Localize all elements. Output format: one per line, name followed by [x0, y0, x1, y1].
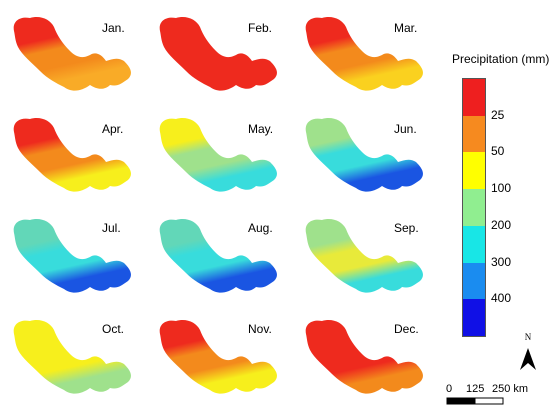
map-panel-4: [13, 118, 131, 192]
month-label: May.: [248, 122, 274, 136]
legend-tick-label: 200: [491, 217, 512, 232]
month-label: Aug.: [248, 221, 273, 235]
scale-label-0: 0: [446, 383, 453, 395]
north-arrow-icon: [520, 348, 536, 370]
north-label: N: [525, 332, 532, 342]
legend-swatch: [463, 115, 485, 153]
month-label: Feb.: [248, 21, 273, 35]
month-label: Mar.: [394, 21, 418, 35]
legend-swatch: [463, 299, 485, 337]
map-panel-8: [159, 219, 277, 293]
legend-tick-label: 50: [491, 144, 505, 159]
month-label: Oct.: [102, 322, 125, 336]
map-panel-12: [305, 320, 423, 394]
month-label: Jun.: [394, 122, 417, 136]
legend-color-bar: [462, 78, 486, 337]
map-panel-5: [159, 118, 277, 192]
scale-label-250: 250 km: [492, 383, 529, 395]
scale-bar: [446, 397, 504, 405]
legend-swatch: [463, 262, 485, 300]
month-label: Apr.: [102, 122, 124, 136]
map-panel-7: [13, 219, 131, 293]
legend-tick-label: 400: [491, 291, 512, 306]
map-panel-3: [305, 17, 423, 91]
month-label: Jul.: [102, 221, 121, 235]
map-panel-2: [159, 17, 277, 91]
map-panel-1: [13, 17, 131, 91]
month-label: Dec.: [394, 322, 419, 336]
map-panel-11: [159, 320, 277, 394]
legend-title: Precipitation (mm): [452, 52, 550, 66]
map-panel-6: [305, 118, 423, 192]
legend-swatch: [463, 189, 485, 227]
legend-swatch: [463, 225, 485, 264]
legend-tick-label: 100: [491, 181, 512, 196]
month-label: Nov.: [248, 322, 272, 336]
scale-label-125: 125: [466, 383, 485, 395]
legend-swatch: [463, 152, 485, 190]
north-arrow: N: [520, 332, 536, 370]
month-label: Jan.: [102, 21, 125, 35]
month-label: Sep.: [394, 221, 419, 235]
map-panel-9: [305, 219, 423, 293]
legend-tick-label: 25: [491, 107, 505, 122]
legend-tick-label: 300: [491, 254, 512, 269]
map-panel-10: [13, 320, 131, 394]
legend-swatch: [463, 79, 485, 117]
